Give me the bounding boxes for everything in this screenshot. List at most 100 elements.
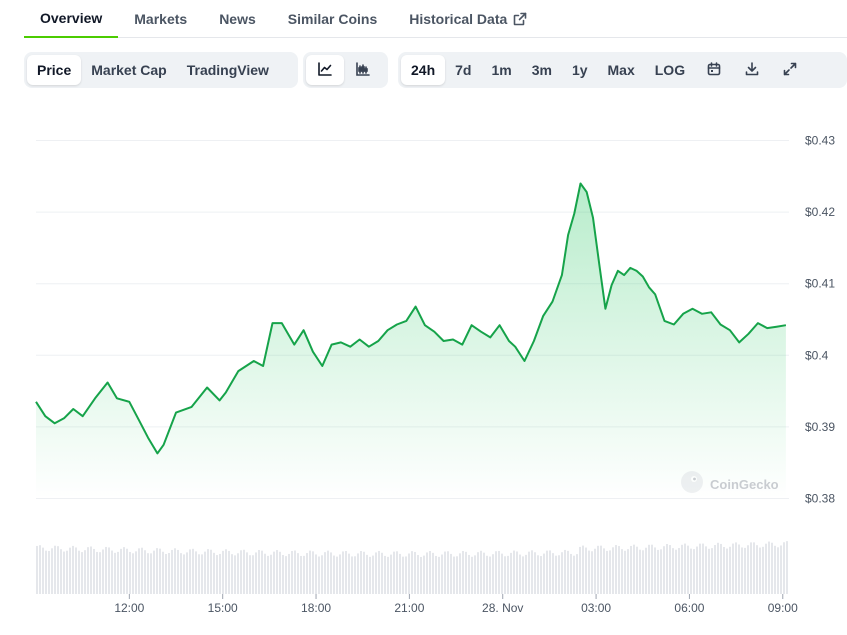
volume-bar (540, 556, 542, 594)
volume-bar (219, 553, 221, 594)
volume-bar (87, 547, 89, 594)
volume-bar (672, 548, 674, 594)
volume-bar (552, 553, 554, 594)
volume-bar (756, 545, 758, 594)
volume-bar (615, 545, 617, 594)
x-axis: 12:00 15:00 18:00 21:00 28. Nov 03:00 06:00 09:… (114, 594, 798, 615)
tradingview-button[interactable]: TradingView (186, 62, 269, 78)
volume-bar (645, 547, 647, 594)
tab-markets[interactable]: Markets (118, 0, 203, 38)
volume-bar (777, 547, 779, 594)
volume-bar (309, 550, 311, 594)
volume-bar (768, 541, 770, 594)
volume-bar (345, 551, 347, 594)
volume-bar (213, 552, 215, 594)
volume-bar (579, 546, 581, 594)
volume-bar (648, 544, 650, 594)
volume-bar (723, 547, 725, 594)
fullscreen-button[interactable] (771, 55, 809, 85)
volume-bar (687, 545, 689, 594)
volume-bar (486, 555, 488, 594)
volume-bar (141, 547, 143, 594)
external-link-icon (513, 12, 527, 26)
tab-historical-data[interactable]: Historical Data (393, 0, 543, 38)
volume-bar (84, 550, 86, 594)
price-button[interactable]: Price (27, 55, 82, 85)
volume-bar (498, 550, 500, 594)
volume-bar (189, 549, 191, 594)
volume-bar (258, 549, 260, 594)
price-line (35, 182, 787, 455)
range-24h-button[interactable]: 24h (401, 55, 446, 85)
volume-bar (117, 551, 119, 594)
volume-bar (699, 543, 701, 594)
volume-bar (423, 555, 425, 594)
volume-bar (159, 548, 161, 594)
volume-bar (273, 551, 275, 594)
y-axis: $0.43 $0.42 $0.41 $0.4 $0.39 $0.38 (805, 134, 835, 506)
range-max-button[interactable]: Max (607, 62, 635, 78)
volume-bar (180, 553, 182, 594)
volume-bar (594, 548, 596, 594)
volume-bar (570, 553, 572, 594)
volume-bar (135, 551, 137, 594)
range-3m-button[interactable]: 3m (531, 62, 552, 78)
volume-bar (414, 551, 416, 594)
log-scale-button[interactable]: LOG (654, 62, 686, 78)
calendar-button[interactable] (695, 55, 733, 85)
y-tick-label: $0.41 (805, 277, 835, 291)
volume-bar (312, 551, 314, 594)
volume-bar (630, 545, 632, 594)
volume-bar (48, 550, 50, 594)
range-1m-button[interactable]: 1m (491, 62, 512, 78)
volume-bar (120, 548, 122, 594)
download-button[interactable] (733, 55, 771, 85)
volume-bar (294, 550, 296, 594)
range-7d-button[interactable]: 7d (455, 62, 472, 78)
volume-bar (369, 556, 371, 594)
volume-bar (606, 550, 608, 594)
line-chart-button[interactable] (306, 55, 344, 85)
volume-bar (780, 545, 782, 594)
volume-bar (582, 545, 584, 594)
coingecko-watermark: CoinGecko (680, 470, 779, 499)
volume-bar (576, 554, 578, 594)
volume-bar (441, 554, 443, 594)
volume-bar (744, 547, 746, 594)
x-tick-label: 15:00 (208, 601, 238, 615)
volume-bar (378, 550, 380, 594)
tab-news[interactable]: News (203, 0, 272, 38)
volume-bar (54, 545, 56, 594)
volume-bar (138, 548, 140, 594)
line-chart-icon (317, 61, 333, 80)
volume-bar (270, 554, 272, 594)
volume-bar (147, 553, 149, 594)
volume-bar (603, 548, 605, 594)
volume-bar (318, 556, 320, 594)
volume-bar (477, 552, 479, 594)
volume-bar (531, 550, 533, 594)
tab-similar-coins[interactable]: Similar Coins (272, 0, 393, 38)
market-cap-button[interactable]: Market Cap (91, 62, 167, 78)
volume-bar (366, 554, 368, 594)
tab-overview[interactable]: Overview (24, 0, 119, 38)
range-1y-button[interactable]: 1y (571, 62, 588, 78)
volume-bar (675, 549, 677, 594)
volume-bar (705, 546, 707, 594)
x-tick-label: 18:00 (301, 601, 331, 615)
volume-bar (678, 548, 680, 594)
volume-bar (750, 542, 752, 594)
candlestick-chart-button[interactable] (344, 55, 382, 85)
volume-bar (663, 546, 665, 594)
tab-label: Historical Data (409, 11, 508, 27)
x-tick-label: 09:00 (768, 601, 798, 615)
chart-type-toggle: Price Market Cap TradingView (24, 52, 298, 88)
volume-bar (537, 555, 539, 594)
tab-label: Overview (40, 10, 103, 26)
volume-bar (360, 551, 362, 594)
volume-bar (246, 552, 248, 594)
y-tick-label: $0.42 (805, 205, 835, 219)
price-chart[interactable]: $0.43 $0.42 $0.41 $0.4 $0.39 $0.38 12:00 15:00… (0, 100, 847, 635)
y-tick-label: $0.4 (805, 348, 829, 362)
volume-bar (183, 554, 185, 594)
